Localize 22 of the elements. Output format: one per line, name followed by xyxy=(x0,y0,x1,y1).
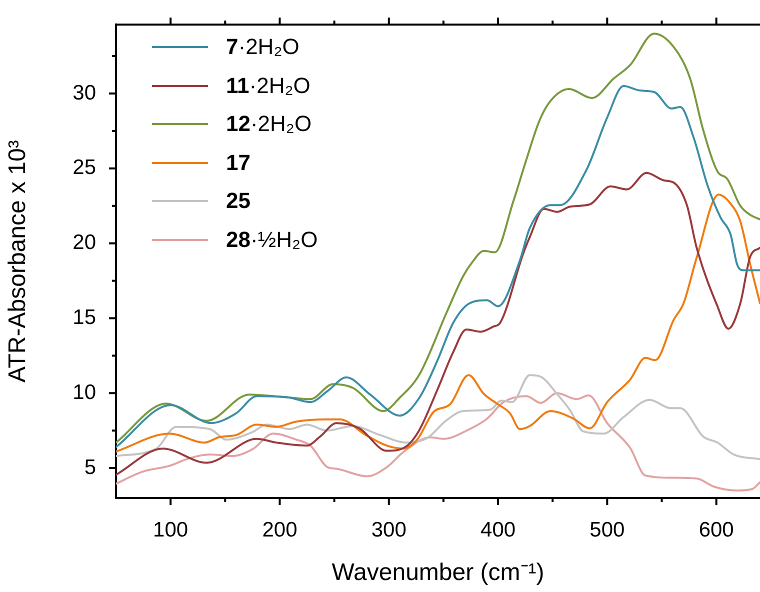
y-tick-label: 5 xyxy=(84,456,96,479)
x-tick-label: 100 xyxy=(153,518,188,542)
legend-label: 7·2H₂O xyxy=(226,34,300,60)
line-series xyxy=(116,374,760,460)
legend-label: 25 xyxy=(226,188,250,214)
x-tick-label: 200 xyxy=(262,518,298,542)
legend-label: 11·2H₂O xyxy=(226,72,310,99)
y-tick-label: 15 xyxy=(72,306,96,330)
x-tick-label: 300 xyxy=(371,518,406,542)
y-tick-label: 10 xyxy=(72,380,96,404)
y-tick-label: 25 xyxy=(72,156,96,180)
x-tick-label: 600 xyxy=(698,518,734,542)
legend-label: 12·2H₂O xyxy=(226,111,312,138)
legend-label: 17 xyxy=(226,150,250,175)
x-axis-title: Wavenumber (cm⁻¹) xyxy=(332,559,544,586)
x-tick-label: 500 xyxy=(590,518,625,542)
y-axis-title: ATR-Absorbance x 10³ xyxy=(4,140,32,382)
y-tick-label: 20 xyxy=(72,231,96,254)
x-tick-label: 400 xyxy=(480,518,516,542)
line-series xyxy=(116,392,760,492)
y-tick-label: 30 xyxy=(72,81,96,104)
legend-label: 28·½H₂O xyxy=(226,226,318,253)
